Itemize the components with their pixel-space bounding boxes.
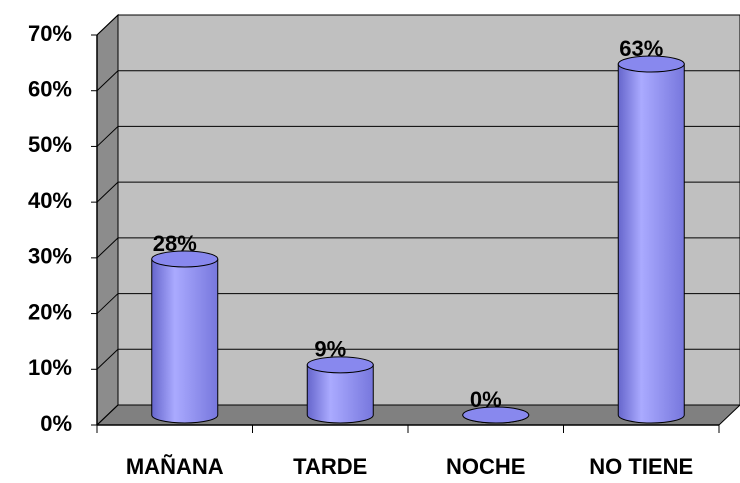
y-tick-label: 50% xyxy=(28,132,72,157)
y-tick-label: 10% xyxy=(28,355,72,380)
grid-line xyxy=(96,126,119,147)
x-tick-label: TARDE xyxy=(293,454,367,479)
side-wall xyxy=(96,13,119,427)
value-label: 0% xyxy=(470,387,502,412)
value-label: 9% xyxy=(314,337,346,362)
cylinder-top xyxy=(617,55,685,73)
y-tick-label: 0% xyxy=(40,411,72,436)
grid-line xyxy=(96,404,119,426)
cylinder-body xyxy=(617,63,685,424)
x-tick-label: NOCHE xyxy=(446,454,525,479)
x-tick-label: NO TIENE xyxy=(589,454,693,479)
y-tick-label: 20% xyxy=(28,299,72,324)
grid-line xyxy=(96,293,119,314)
x-tick-label: MAÑANA xyxy=(126,454,224,479)
y-tick-label: 60% xyxy=(28,77,72,102)
grid-line xyxy=(96,14,119,36)
value-label: 63% xyxy=(619,36,663,61)
cylinder-top xyxy=(462,406,530,424)
y-tick-label: 40% xyxy=(28,188,72,213)
value-label: 28% xyxy=(153,231,197,256)
grid-line xyxy=(96,70,119,92)
cylinder-body xyxy=(151,258,219,424)
grid-line xyxy=(96,348,119,370)
grid-line xyxy=(96,181,119,203)
y-tick-label: 30% xyxy=(28,244,72,269)
cylinder-top xyxy=(151,250,219,268)
cylinder-top xyxy=(306,356,374,374)
grid-line xyxy=(96,237,119,259)
cylinder-body xyxy=(306,364,374,424)
y-tick-label: 70% xyxy=(28,21,72,46)
